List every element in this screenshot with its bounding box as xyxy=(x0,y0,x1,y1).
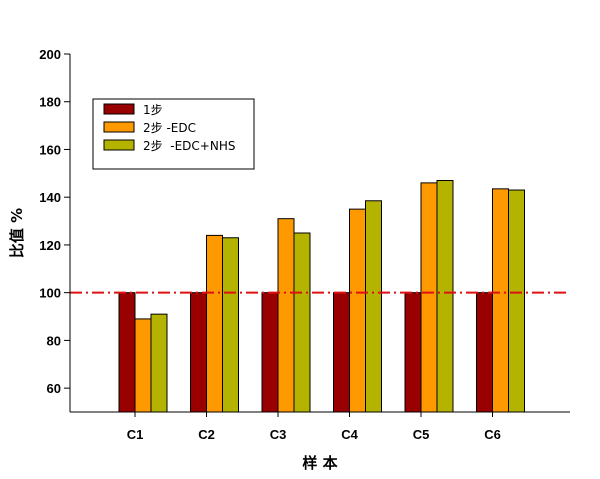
x-tick-label-c1: C1 xyxy=(127,427,144,442)
bar-c5-series-2 xyxy=(420,182,438,413)
bar-c1-series-3 xyxy=(150,313,168,413)
legend-label-1: 1步 xyxy=(143,103,163,117)
legend-swatch-3 xyxy=(103,139,135,151)
bar-c2-series-1 xyxy=(190,292,207,413)
y-ticks-group: 60 80 100 120 140 160 180 200 xyxy=(39,47,70,396)
bar-c3-series-2 xyxy=(277,218,295,413)
x-tick-label-c5: C5 xyxy=(413,427,430,442)
y-tick-label: 80 xyxy=(47,333,61,348)
bar-c1-series-2 xyxy=(134,318,152,413)
bar-c4-series-2 xyxy=(349,208,366,413)
x-axis-title: 样 本 xyxy=(302,454,337,472)
x-tick-label-c4: C4 xyxy=(341,427,358,442)
bar-c6-series-3 xyxy=(508,189,525,413)
legend-label-2: 2步 -EDC xyxy=(143,121,196,135)
bar-c1-series-1 xyxy=(118,292,136,413)
bar-c3-series-1 xyxy=(261,292,279,413)
bar-c6-series-2 xyxy=(492,188,509,413)
legend-swatch-2 xyxy=(103,121,135,133)
bar-c4-series-1 xyxy=(333,292,350,413)
bar-c6-series-1 xyxy=(476,292,493,413)
y-tick-label: 160 xyxy=(39,142,61,157)
y-tick-label: 120 xyxy=(39,238,61,253)
y-tick-label: 180 xyxy=(39,95,61,110)
legend-swatch-1 xyxy=(103,103,135,115)
x-ticks-group: C1 C2 C3 C4 C5 C6 xyxy=(127,412,501,442)
bar-c4-series-3 xyxy=(365,200,382,413)
legend: 1步 2步 -EDC 2步 -EDC+NHS xyxy=(92,98,255,170)
bar-c2-series-2 xyxy=(206,234,223,413)
bar-c3-series-3 xyxy=(293,232,311,413)
bar-c5-series-3 xyxy=(436,179,454,413)
x-tick-label-c2: C2 xyxy=(198,427,215,442)
bar-c2-series-3 xyxy=(222,237,239,413)
y-tick-label: 60 xyxy=(47,381,61,396)
x-tick-label-c6: C6 xyxy=(484,427,501,442)
legend-label-3: 2步 -EDC+NHS xyxy=(143,139,235,153)
bar-c5-series-1 xyxy=(404,292,422,413)
y-tick-label: 140 xyxy=(39,190,61,205)
y-tick-label: 100 xyxy=(39,286,61,301)
y-axis-title: 比值 % xyxy=(8,208,26,258)
y-tick-label: 200 xyxy=(39,47,61,62)
x-tick-label-c3: C3 xyxy=(270,427,287,442)
